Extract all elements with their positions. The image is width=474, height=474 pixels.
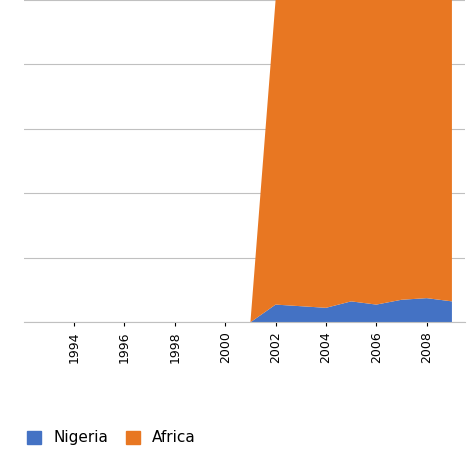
Legend: Nigeria, Africa: Nigeria, Africa [23,426,201,450]
